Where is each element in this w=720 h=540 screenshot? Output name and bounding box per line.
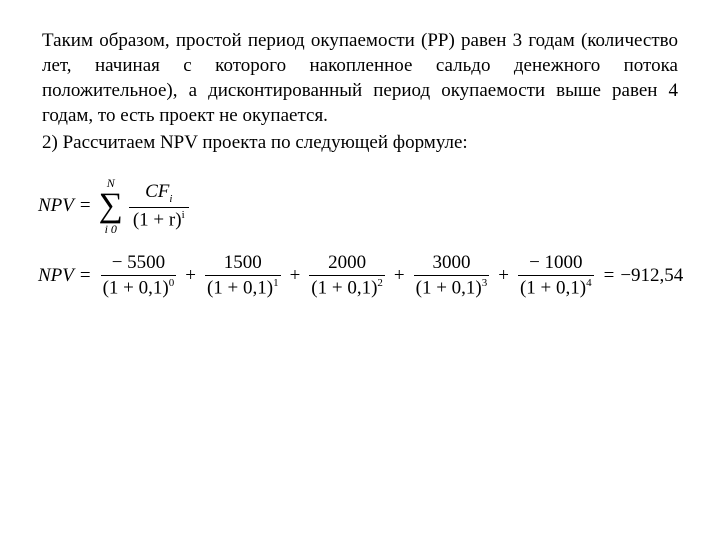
f2-term-num: 2000 bbox=[326, 253, 368, 273]
f1-num-cf: CF bbox=[145, 181, 169, 202]
f2-term-num: 1500 bbox=[222, 253, 264, 273]
f2-term-num: − 5500 bbox=[110, 253, 167, 273]
f2-term-den: (1 + 0,1)0 bbox=[101, 278, 177, 298]
f2-term-3: 3000 (1 + 0,1)3 bbox=[414, 253, 490, 298]
f1-den-sup: i bbox=[182, 209, 185, 221]
plus-icon: + bbox=[185, 265, 196, 287]
f2-term-den: (1 + 0,1)1 bbox=[205, 278, 281, 298]
fraction-bar bbox=[518, 275, 594, 276]
f2-term-4: − 1000 (1 + 0,1)4 bbox=[518, 253, 594, 298]
f1-den-base: (1 + r) bbox=[133, 210, 182, 231]
plus-icon: + bbox=[498, 265, 509, 287]
f2-den-sup: 0 bbox=[169, 277, 175, 289]
f2-term-den: (1 + 0,1)2 bbox=[309, 278, 385, 298]
f2-den-sup: 2 bbox=[377, 277, 383, 289]
f1-sum-lower: i 0 bbox=[105, 223, 117, 235]
f1-sum: N ∑ i 0 bbox=[99, 177, 123, 235]
page: Таким образом, простой период окупаемост… bbox=[0, 0, 720, 299]
formula-npv-general: NPV = N ∑ i 0 CFi (1 + r)i bbox=[38, 177, 678, 235]
f2-den-base: (1 + 0,1) bbox=[520, 278, 586, 299]
f2-term-num: 3000 bbox=[430, 253, 472, 273]
f2-term-num: − 1000 bbox=[527, 253, 584, 273]
paragraph-conclusion: Таким образом, простой период окупаемост… bbox=[42, 28, 678, 128]
f2-lhs: NPV bbox=[38, 265, 74, 287]
formula-npv-computed: NPV = − 5500 (1 + 0,1)0 + 1500 (1 + 0,1)… bbox=[38, 253, 678, 298]
sigma-icon: ∑ bbox=[99, 189, 123, 223]
f2-den-sup: 4 bbox=[586, 277, 592, 289]
f2-term-1: 1500 (1 + 0,1)1 bbox=[205, 253, 281, 298]
fraction-bar bbox=[309, 275, 385, 276]
f2-result-eq: = bbox=[604, 265, 615, 287]
f1-num-sub: i bbox=[169, 193, 172, 205]
fraction-bar bbox=[129, 207, 189, 208]
f2-term-den: (1 + 0,1)3 bbox=[414, 278, 490, 298]
fraction-bar bbox=[205, 275, 281, 276]
plus-icon: + bbox=[394, 265, 405, 287]
fraction-bar bbox=[101, 275, 177, 276]
f1-num: CFi bbox=[141, 182, 176, 205]
fraction-bar bbox=[414, 275, 490, 276]
f2-term-den: (1 + 0,1)4 bbox=[518, 278, 594, 298]
f2-result: −912,54 bbox=[620, 265, 683, 287]
f2-term-2: 2000 (1 + 0,1)2 bbox=[309, 253, 385, 298]
f1-eq: = bbox=[80, 195, 91, 217]
f2-term-0: − 5500 (1 + 0,1)0 bbox=[101, 253, 177, 298]
f2-den-base: (1 + 0,1) bbox=[416, 278, 482, 299]
f2-eq: = bbox=[80, 265, 91, 287]
f2-den-base: (1 + 0,1) bbox=[311, 278, 377, 299]
f1-fraction: CFi (1 + r)i bbox=[129, 182, 189, 231]
f2-den-sup: 3 bbox=[482, 277, 488, 289]
f2-den-sup: 1 bbox=[273, 277, 279, 289]
f2-den-base: (1 + 0,1) bbox=[207, 278, 273, 299]
paragraph-npv-intro: 2) Рассчитаем NPV проекта по следующей ф… bbox=[42, 130, 678, 155]
f1-den: (1 + r)i bbox=[129, 210, 189, 230]
f1-lhs: NPV bbox=[38, 195, 74, 217]
plus-icon: + bbox=[290, 265, 301, 287]
f2-den-base: (1 + 0,1) bbox=[103, 278, 169, 299]
